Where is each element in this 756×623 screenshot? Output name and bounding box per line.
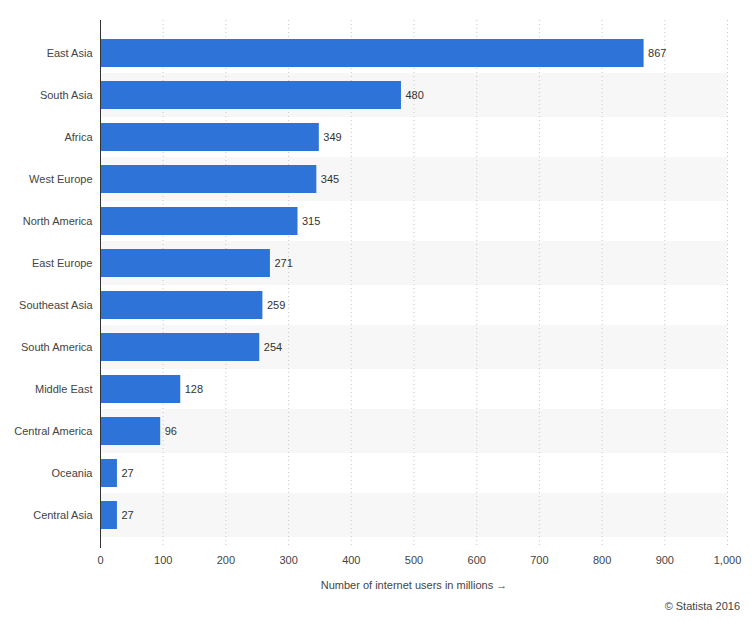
svg-text:27: 27: [121, 509, 133, 521]
svg-text:Africa: Africa: [64, 131, 93, 143]
svg-text:Middle East: Middle East: [35, 383, 92, 395]
svg-text:500: 500: [405, 554, 423, 566]
svg-text:West Europe: West Europe: [29, 173, 92, 185]
svg-text:600: 600: [468, 554, 486, 566]
svg-text:South Asia: South Asia: [40, 89, 93, 101]
svg-text:300: 300: [279, 554, 297, 566]
svg-text:271: 271: [274, 257, 292, 269]
svg-text:900: 900: [656, 554, 674, 566]
svg-text:North America: North America: [23, 215, 94, 227]
svg-text:96: 96: [165, 425, 177, 437]
svg-text:27: 27: [121, 467, 133, 479]
html-text:© Statista 2016: © Statista 2016: [664, 600, 740, 612]
svg-text:128: 128: [185, 383, 203, 395]
svg-text:345: 345: [321, 173, 339, 185]
svg-text:200: 200: [217, 554, 235, 566]
svg-text:259: 259: [267, 299, 285, 311]
svg-text:Central Asia: Central Asia: [33, 509, 93, 521]
svg-text:1,000: 1,000: [714, 554, 742, 566]
svg-text:South America: South America: [21, 341, 93, 353]
svg-text:East Europe: East Europe: [32, 257, 93, 269]
svg-text:East Asia: East Asia: [47, 47, 94, 59]
svg-text:867: 867: [648, 47, 666, 59]
svg-text:349: 349: [323, 131, 341, 143]
svg-text:0: 0: [97, 554, 103, 566]
svg-text:700: 700: [530, 554, 548, 566]
svg-text:800: 800: [593, 554, 611, 566]
svg-text:Number of internet users in mi: Number of internet users in millions →: [321, 579, 507, 591]
svg-text:400: 400: [342, 554, 360, 566]
svg-text:254: 254: [264, 341, 282, 353]
svg-text:315: 315: [302, 215, 320, 227]
svg-text:480: 480: [405, 89, 423, 101]
svg-text:Oceania: Oceania: [52, 467, 94, 479]
svg-text:Central America: Central America: [14, 425, 93, 437]
svg-text:Southeast Asia: Southeast Asia: [19, 299, 93, 311]
svg-text:100: 100: [154, 554, 172, 566]
